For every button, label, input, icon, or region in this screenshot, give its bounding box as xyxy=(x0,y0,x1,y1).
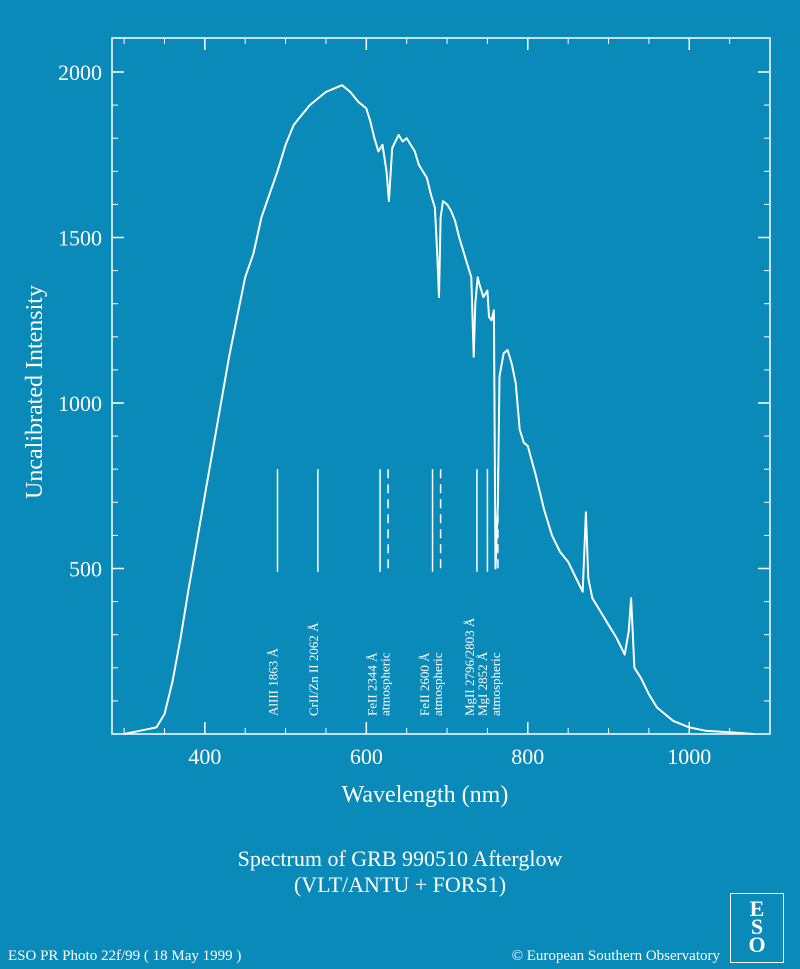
x-tick-label: 400 xyxy=(188,744,221,769)
spectrum-line xyxy=(123,84,754,735)
x-tick-label: 1000 xyxy=(667,744,711,769)
annotation-label: CrII/Zn II 2062 Å xyxy=(306,622,321,716)
caption-subtitle: (VLT/ANTU + FORS1) xyxy=(293,872,507,897)
x-tick-label: 800 xyxy=(511,744,544,769)
annotation-label: MgI 2852 Å xyxy=(475,651,490,716)
x-tick-label: 600 xyxy=(350,744,383,769)
chart-marks: AlIII 1863 Å CrII/Zn II 2062 Å FeII 2344 Å… xyxy=(123,84,754,735)
annotation-label: atmospheric xyxy=(377,652,392,716)
y-axis-label: Uncalibrated Intensity xyxy=(22,285,48,499)
annotation-label: FeII 2600 Å xyxy=(417,652,432,716)
x-axis-label: Wavelength (nm) xyxy=(342,782,509,808)
annotation-label: MgII 2796/2803 Å xyxy=(462,617,477,716)
spectrum-chart: 400 600 800 1000 500 1000 1500 2000 AlIII 1863 … xyxy=(22,37,771,808)
footer-credit-left: ESO PR Photo 22f/99 ( 18 May 1999 ) xyxy=(8,948,242,964)
caption-title: Spectrum of GRB 990510 Afterglow xyxy=(237,846,563,871)
footer-credit-right: © European Southern Observatory xyxy=(511,948,720,964)
chart-axes: 400 600 800 1000 500 1000 1500 2000 xyxy=(58,37,771,769)
y-tick-label: 1500 xyxy=(58,226,102,251)
y-tick-label: 500 xyxy=(69,557,102,582)
y-tick-label: 1000 xyxy=(58,391,102,416)
annotation-label: FeII 2344 Å xyxy=(364,652,379,716)
annotation-label: AlIII 1863 Å xyxy=(266,648,281,716)
annotation-label: atmospheric xyxy=(488,652,503,716)
chart-caption: Spectrum of GRB 990510 Afterglow (VLT/AN… xyxy=(0,846,800,898)
plot-frame xyxy=(111,37,771,735)
y-tick-label: 2000 xyxy=(58,60,102,85)
annotation-label: atmospheric xyxy=(430,652,445,716)
